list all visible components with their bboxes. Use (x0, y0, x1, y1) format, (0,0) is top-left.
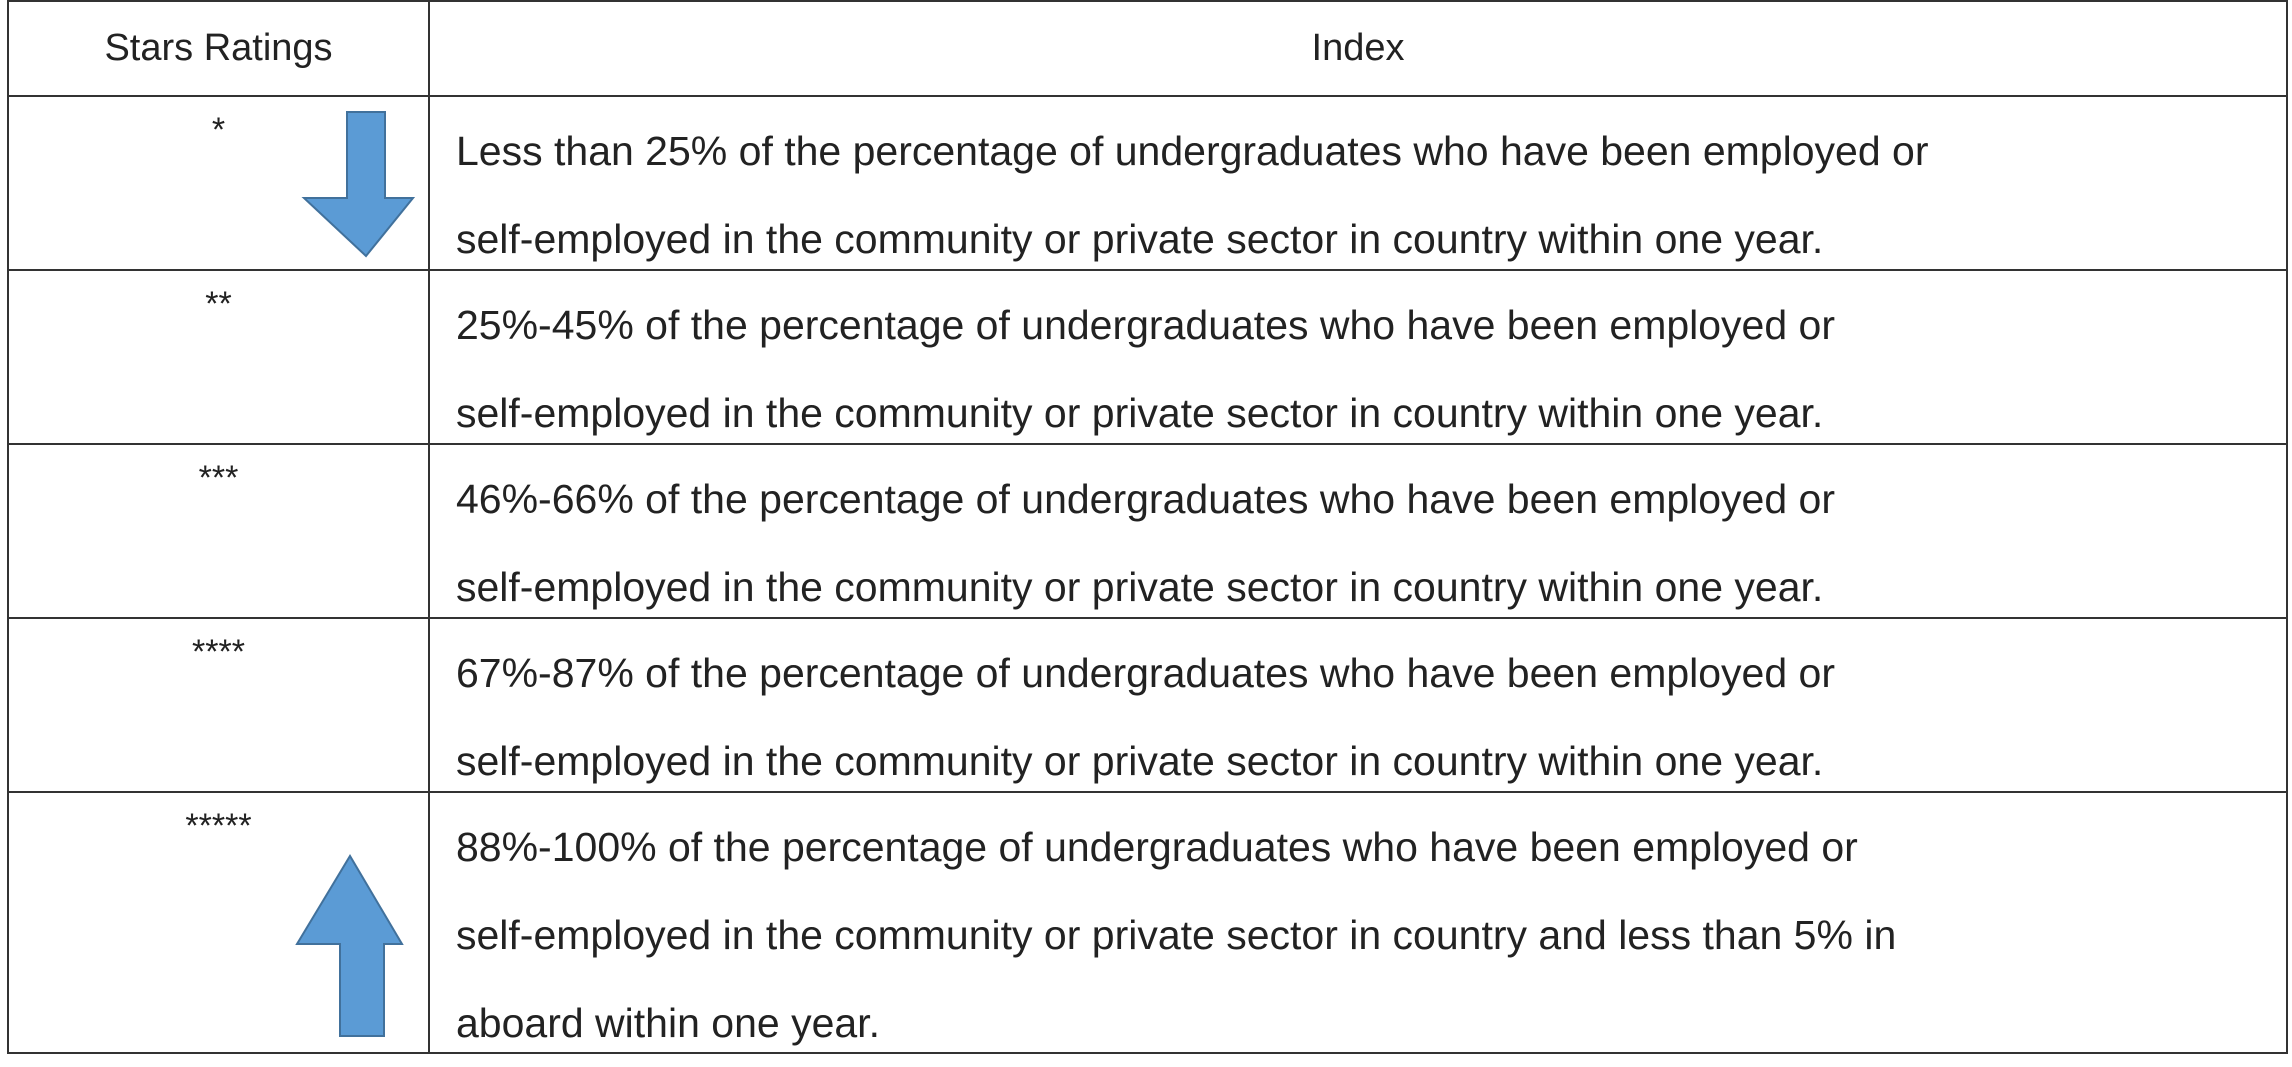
index-cell: 46%-66% of the percentage of undergradua… (428, 443, 2288, 619)
up-arrow (295, 854, 404, 1037)
index-line: self-employed in the community or privat… (456, 390, 1824, 436)
index-line: self-employed in the community or privat… (456, 564, 1824, 610)
index-line: aboard within one year. (456, 1000, 880, 1046)
index-line: Less than 25% of the percentage of under… (456, 128, 1929, 174)
index-line: self-employed in the community or privat… (456, 738, 1824, 784)
down-arrow (301, 111, 416, 258)
index-cell: 25%-45% of the percentage of undergradua… (428, 269, 2288, 445)
index-line: 67%-87% of the percentage of undergradua… (456, 650, 1836, 696)
index-line: 88%-100% of the percentage of undergradu… (456, 824, 1858, 870)
index-cell: 88%-100% of the percentage of undergradu… (428, 791, 2288, 1054)
index-line: self-employed in the community or privat… (456, 216, 1824, 262)
index-line: 25%-45% of the percentage of undergradua… (456, 302, 1836, 348)
index-line: 46%-66% of the percentage of undergradua… (456, 476, 1836, 522)
index-line: self-employed in the community or privat… (456, 912, 1897, 958)
